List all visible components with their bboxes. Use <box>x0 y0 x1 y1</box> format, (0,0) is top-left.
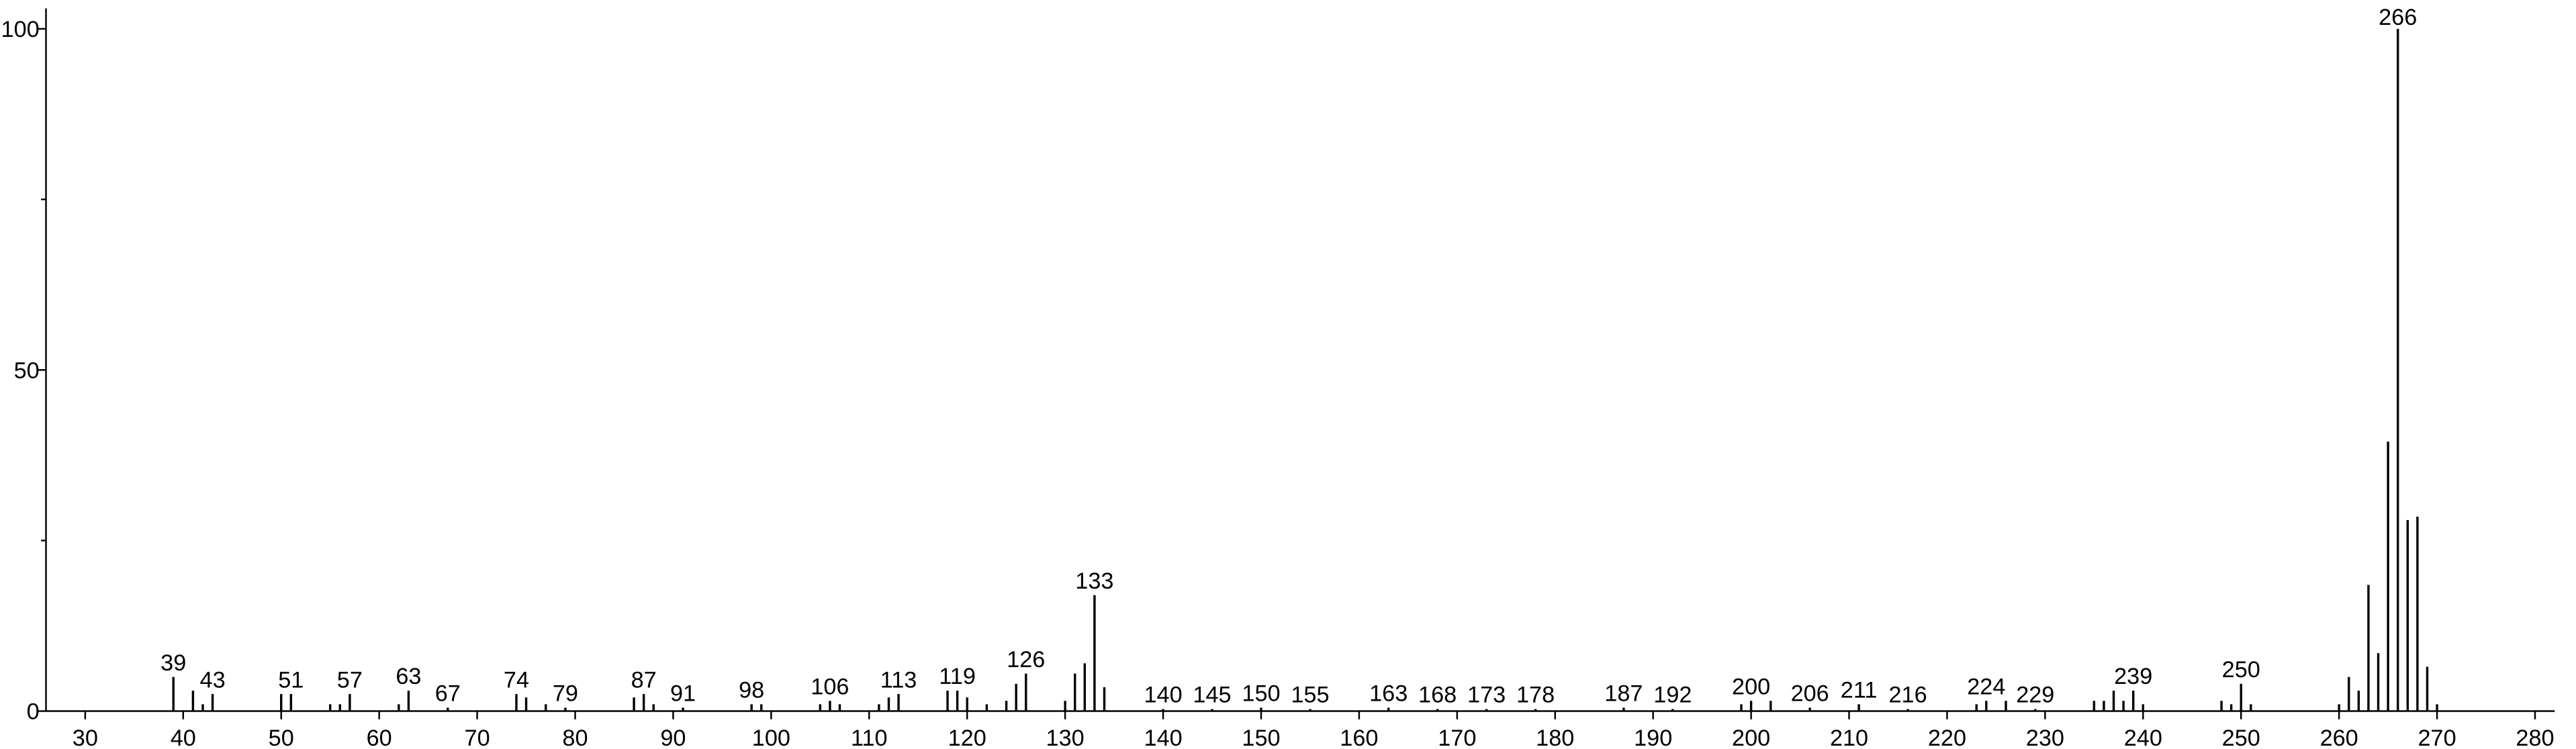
y-tick-label: 100 <box>1 17 40 42</box>
peak-label: 211 <box>1841 678 1878 703</box>
peak-label: 178 <box>1516 683 1555 708</box>
x-tick-label: 260 <box>2320 726 2358 749</box>
x-tick-label: 30 <box>73 726 98 749</box>
peak-label: 187 <box>1604 681 1643 707</box>
peak-label: 133 <box>1075 568 1113 594</box>
x-tick-label: 240 <box>2124 726 2162 749</box>
peak-label: 155 <box>1291 683 1329 708</box>
peak-label: 266 <box>2379 5 2417 30</box>
peak-label: 224 <box>1967 674 2005 699</box>
peak-label: 74 <box>504 667 529 693</box>
x-tick-label: 120 <box>948 726 986 749</box>
x-tick-label: 160 <box>1340 726 1378 749</box>
peak-label: 98 <box>739 678 764 703</box>
x-tick-label: 280 <box>2516 726 2554 749</box>
x-tick-label: 230 <box>2026 726 2064 749</box>
peak-label: 239 <box>2114 664 2152 689</box>
peak-label: 63 <box>396 664 421 689</box>
x-tick-label: 180 <box>1536 726 1574 749</box>
peak-label: 51 <box>278 667 304 693</box>
peak-label: 113 <box>880 667 917 693</box>
peak-label: 106 <box>811 674 849 699</box>
x-tick-label: 100 <box>752 726 790 749</box>
peak-label: 140 <box>1144 683 1182 708</box>
x-tick-label: 150 <box>1242 726 1280 749</box>
x-tick-label: 50 <box>269 726 294 749</box>
x-tick-label: 90 <box>660 726 686 749</box>
x-tick-label: 200 <box>1732 726 1770 749</box>
peak-label: 119 <box>939 664 976 689</box>
x-tick-label: 250 <box>2222 726 2260 749</box>
x-tick-label: 40 <box>171 726 196 749</box>
x-tick-label: 60 <box>367 726 392 749</box>
peak-label: 216 <box>1889 683 1927 708</box>
x-tick-label: 70 <box>465 726 490 749</box>
peak-label: 39 <box>160 650 186 676</box>
x-tick-label: 130 <box>1046 726 1085 749</box>
peak-label: 229 <box>2016 683 2054 708</box>
x-tick-label: 110 <box>851 726 888 749</box>
peak-label: 67 <box>435 681 461 707</box>
x-tick-label: 170 <box>1438 726 1476 749</box>
y-tick-label: 0 <box>27 699 40 725</box>
peak-label: 145 <box>1193 683 1231 708</box>
peak-label: 43 <box>200 667 226 693</box>
x-tick-label: 220 <box>1928 726 1966 749</box>
peak-label: 57 <box>337 667 363 693</box>
peak-label: 150 <box>1242 681 1280 707</box>
peak-label: 192 <box>1653 683 1692 708</box>
peak-label: 163 <box>1369 681 1408 707</box>
peak-label: 168 <box>1418 683 1457 708</box>
peak-label: 206 <box>1791 681 1829 707</box>
x-tick-label: 140 <box>1144 726 1182 749</box>
x-tick-label: 210 <box>1830 726 1868 749</box>
peak-label: 173 <box>1467 683 1506 708</box>
x-tick-label: 80 <box>562 726 588 749</box>
peak-label: 250 <box>2222 657 2260 683</box>
peak-label: 126 <box>1007 647 1045 672</box>
peak-label: 79 <box>553 681 578 707</box>
x-tick-label: 190 <box>1634 726 1672 749</box>
peak-label: 200 <box>1732 674 1770 699</box>
peak-label: 87 <box>631 667 657 693</box>
x-tick-label: 270 <box>2418 726 2456 749</box>
peak-label: 91 <box>670 681 696 707</box>
y-tick-label: 50 <box>14 358 40 383</box>
